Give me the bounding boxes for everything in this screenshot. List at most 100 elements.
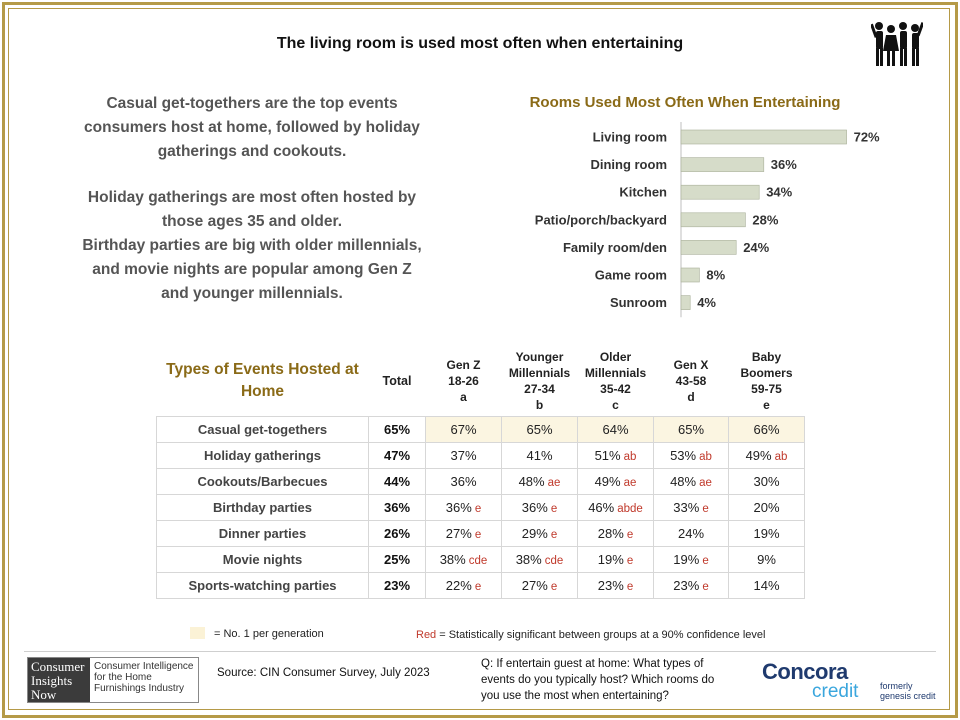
table-cell: 65%	[501, 416, 578, 443]
cell-value: 49%	[745, 448, 772, 463]
row-label: Holiday gatherings	[156, 442, 369, 469]
row-label: Casual get-togethers	[156, 416, 369, 443]
significance-letters: cde	[544, 555, 564, 567]
row-label: Birthday parties	[156, 494, 369, 521]
data-label: 8%	[706, 268, 725, 283]
bar	[680, 240, 737, 255]
table-cell: 22% e	[425, 572, 502, 599]
table-cell: 14%	[728, 572, 805, 599]
table-cell: 64%	[577, 416, 654, 443]
total-cell: 65%	[368, 416, 426, 443]
inner-border	[8, 8, 950, 710]
bar	[680, 212, 746, 228]
data-label: 4%	[697, 295, 716, 310]
table-header-younger-millennials: Younger Millennials 27-34 b	[501, 346, 578, 417]
table-cell: 19%	[728, 520, 805, 547]
table-cell: 30%	[728, 468, 805, 495]
table-cell: 19% e	[577, 546, 654, 573]
row-label: Movie nights	[156, 546, 369, 573]
table-cell: 48% ae	[501, 468, 578, 495]
category-label: Kitchen	[619, 185, 667, 200]
table-cell: 36%	[425, 468, 502, 495]
table-header-row: Types of Events Hosted at Home Total Gen…	[156, 346, 805, 417]
table-cell: 37%	[425, 442, 502, 469]
cell-value: 24%	[677, 526, 705, 541]
bar	[680, 295, 691, 310]
rooms-bar-chart: Living room 72% Dining room 36% Kitchen 34% Pa…	[535, 122, 880, 318]
significance-letters: e	[550, 581, 558, 593]
total-cell: 36%	[368, 494, 426, 521]
table-row: Dinner parties 26% 27% e 29% e 28% e 24% 19%	[156, 520, 805, 547]
table-row: Birthday parties 36% 36% e 36% e 46% abde 33% e 20…	[156, 494, 805, 521]
table-cell: 27% e	[425, 520, 502, 547]
significance-letters: e	[626, 529, 634, 541]
significance-letters: ae	[699, 477, 712, 489]
cell-value: 65%	[526, 422, 553, 437]
table-header-gen-x: Gen X 43-58 d	[653, 346, 729, 417]
page-title: The living room is used most often when …	[276, 35, 684, 52]
cell-value: 38%	[515, 552, 542, 567]
table-cell: 24%	[653, 520, 729, 547]
cell-value: 27%	[521, 578, 548, 593]
significance-letters: cde	[468, 555, 488, 567]
significance-letters: e	[702, 503, 709, 515]
cell-value: 64%	[602, 422, 629, 437]
cell-value: 28%	[597, 526, 624, 541]
category-label: Patio/porch/backyard	[535, 212, 667, 227]
concora-logo: Concora credit	[762, 659, 872, 703]
cell-value: 53%	[670, 448, 697, 463]
table-cell: 36% e	[501, 494, 578, 521]
table-cell: 23% e	[653, 572, 729, 599]
bar	[680, 129, 847, 145]
category-label: Sunroom	[610, 295, 667, 310]
cell-value: 67%	[450, 422, 477, 437]
cell-value: 65%	[677, 422, 705, 437]
cell-value: 19%	[673, 552, 700, 567]
table-cell: 51% ab	[577, 442, 654, 469]
cell-value: 48%	[518, 474, 545, 489]
table-cell: 20%	[728, 494, 805, 521]
data-label: 72%	[854, 130, 880, 145]
survey-question: Q: If entertain guest at home: What type…	[481, 658, 715, 702]
legend-red-explanation: = Statistically significant between grou…	[436, 629, 766, 641]
data-label: 36%	[771, 157, 797, 172]
row-label: Cookouts/Barbecues	[156, 468, 369, 495]
people-group-icon	[871, 22, 923, 66]
cell-value: 36%	[521, 500, 548, 515]
significance-letters: e	[702, 555, 709, 567]
table-cell: 49% ab	[728, 442, 805, 469]
intro-paragraph-2-line-1: Holiday gatherings are most often hosted…	[87, 189, 417, 230]
row-label: Sports-watching parties	[156, 572, 369, 599]
source-note: Source: CIN Consumer Survey, July 2023	[217, 667, 430, 679]
table-row: Holiday gatherings 47% 37% 41% 51% ab 53% ab 49%…	[156, 442, 805, 469]
table-cell: 48% ae	[653, 468, 729, 495]
table-cell: 33% e	[653, 494, 729, 521]
table-cell: 49% ae	[577, 468, 654, 495]
cell-value: 38%	[439, 552, 466, 567]
bar	[680, 157, 765, 172]
chart-title: Rooms Used Most Often When Entertaining	[529, 94, 841, 111]
footer-divider	[24, 651, 936, 652]
legend-significance-text: Red = Statistically significant between …	[416, 629, 765, 641]
events-table: Types of Events Hosted at Home Total Gen…	[156, 346, 805, 599]
table-row: Casual get-togethers 65% 67% 65% 64% 65% 66%	[156, 416, 805, 443]
significance-letters: e	[474, 581, 482, 593]
cell-value: 51%	[594, 448, 621, 463]
cell-value: 29%	[521, 526, 548, 541]
cell-value: 20%	[753, 500, 780, 515]
significance-letters: ae	[623, 477, 637, 489]
table-header-total: Total	[368, 346, 426, 417]
total-cell: 23%	[368, 572, 426, 599]
significance-letters: e	[474, 529, 482, 541]
category-label: Family room/den	[563, 240, 667, 255]
total-cell: 44%	[368, 468, 426, 495]
significance-letters: ae	[547, 477, 561, 489]
category-label: Living room	[593, 130, 667, 145]
table-cell: 41%	[501, 442, 578, 469]
table-cell: 28% e	[577, 520, 654, 547]
cell-value: 36%	[445, 500, 472, 515]
cell-value: 23%	[673, 578, 700, 593]
cell-value: 36%	[450, 474, 477, 489]
significance-letters: e	[474, 503, 482, 515]
